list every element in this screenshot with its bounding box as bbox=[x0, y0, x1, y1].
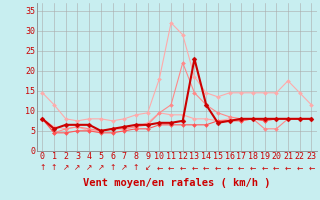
Text: ←: ← bbox=[226, 163, 233, 172]
Text: ←: ← bbox=[203, 163, 209, 172]
Text: ←: ← bbox=[297, 163, 303, 172]
Text: ↗: ↗ bbox=[74, 163, 81, 172]
Text: ↙: ↙ bbox=[144, 163, 151, 172]
Text: ↑: ↑ bbox=[51, 163, 57, 172]
Text: ↗: ↗ bbox=[98, 163, 104, 172]
Text: ←: ← bbox=[191, 163, 198, 172]
Text: ←: ← bbox=[215, 163, 221, 172]
Text: ↑: ↑ bbox=[133, 163, 139, 172]
Text: ←: ← bbox=[238, 163, 244, 172]
Text: ←: ← bbox=[180, 163, 186, 172]
Text: ←: ← bbox=[273, 163, 279, 172]
Text: ↗: ↗ bbox=[86, 163, 92, 172]
Text: ←: ← bbox=[168, 163, 174, 172]
Text: ←: ← bbox=[261, 163, 268, 172]
Text: ↗: ↗ bbox=[63, 163, 69, 172]
Text: ↑: ↑ bbox=[39, 163, 46, 172]
Text: ←: ← bbox=[250, 163, 256, 172]
Text: ↗: ↗ bbox=[121, 163, 127, 172]
Text: ←: ← bbox=[285, 163, 291, 172]
Text: ↑: ↑ bbox=[109, 163, 116, 172]
Text: Vent moyen/en rafales ( km/h ): Vent moyen/en rafales ( km/h ) bbox=[83, 178, 271, 188]
Text: ←: ← bbox=[308, 163, 315, 172]
Text: ←: ← bbox=[156, 163, 163, 172]
